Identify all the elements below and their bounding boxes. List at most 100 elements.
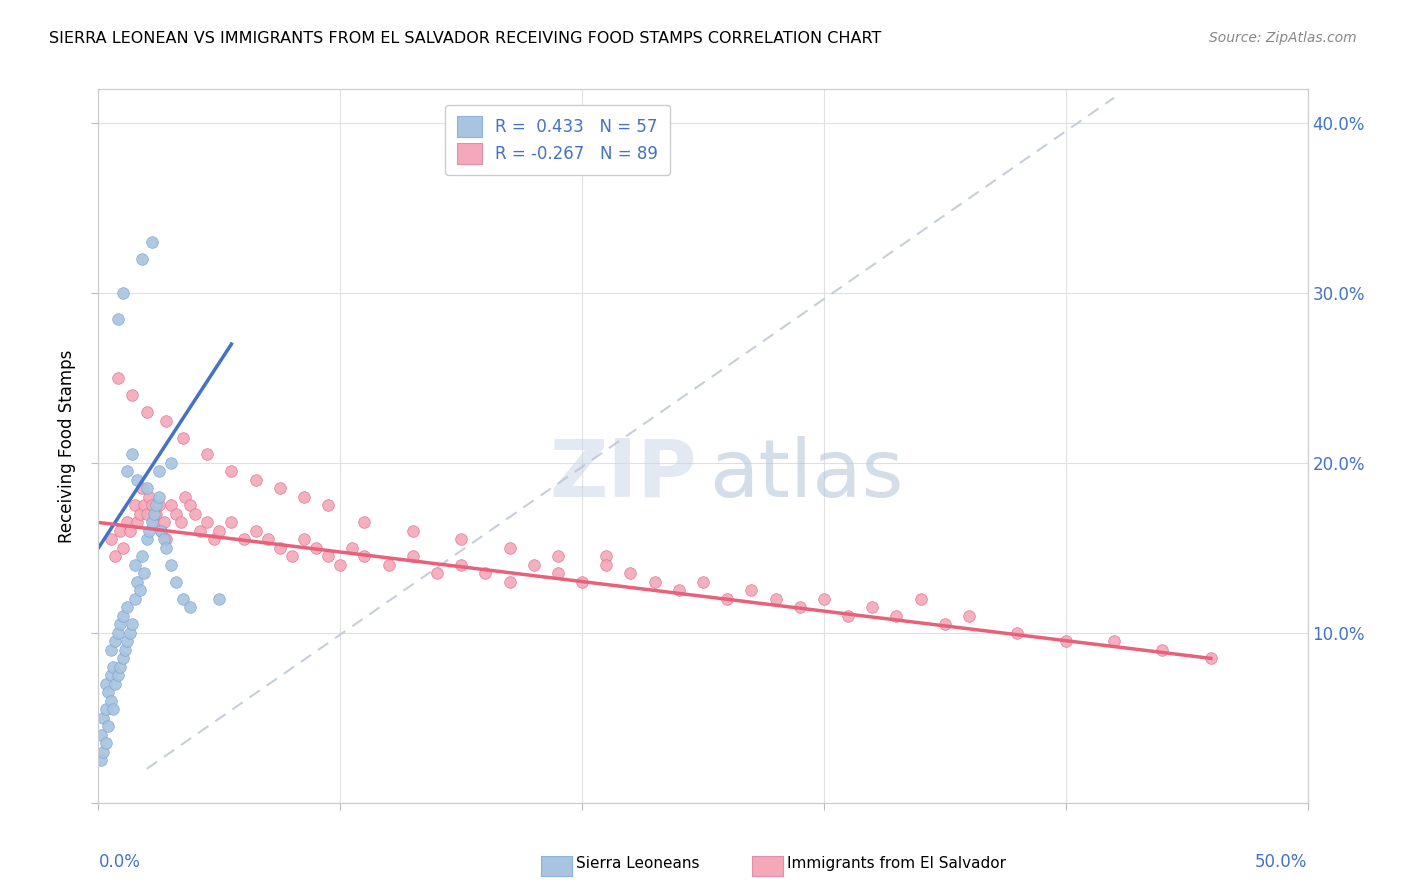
- Point: [101, 702, 124, 716]
- Point: [141, 516, 163, 530]
- Point: [145, 507, 167, 521]
- Point: [305, 541, 328, 555]
- Point: [117, 465, 139, 479]
- Point: [100, 668, 122, 682]
- Point: [195, 516, 218, 530]
- Point: [127, 473, 149, 487]
- Point: [100, 694, 122, 708]
- Point: [813, 591, 835, 606]
- Point: [148, 490, 170, 504]
- Point: [860, 600, 883, 615]
- Point: [138, 524, 160, 538]
- Point: [91, 745, 114, 759]
- Text: 50.0%: 50.0%: [1256, 853, 1308, 871]
- Point: [174, 490, 197, 504]
- Point: [135, 405, 157, 419]
- Point: [692, 574, 714, 589]
- Point: [595, 558, 617, 572]
- Point: [124, 558, 146, 572]
- Point: [179, 499, 201, 513]
- Point: [152, 516, 174, 530]
- Point: [292, 533, 315, 547]
- Point: [131, 549, 153, 564]
- Point: [111, 541, 134, 555]
- Point: [134, 566, 156, 581]
- Point: [128, 583, 150, 598]
- Text: Sierra Leoneans: Sierra Leoneans: [576, 856, 700, 871]
- Point: [256, 533, 278, 547]
- Point: [195, 448, 218, 462]
- Point: [97, 719, 120, 733]
- Point: [135, 507, 157, 521]
- Point: [121, 388, 143, 402]
- Point: [90, 728, 112, 742]
- Point: [208, 524, 231, 538]
- Point: [118, 626, 141, 640]
- Point: [107, 668, 129, 682]
- Point: [111, 286, 134, 301]
- Point: [143, 507, 166, 521]
- Point: [316, 549, 339, 564]
- Point: [208, 591, 231, 606]
- Point: [269, 482, 291, 496]
- Point: [94, 736, 117, 750]
- Text: Source: ZipAtlas.com: Source: ZipAtlas.com: [1209, 31, 1357, 45]
- Point: [1199, 651, 1222, 665]
- Legend: R =  0.433   N = 57, R = -0.267   N = 89: R = 0.433 N = 57, R = -0.267 N = 89: [446, 104, 669, 176]
- Point: [127, 574, 149, 589]
- Point: [595, 549, 617, 564]
- Point: [131, 252, 153, 266]
- Point: [127, 516, 149, 530]
- Point: [165, 507, 187, 521]
- Point: [837, 608, 859, 623]
- Point: [135, 482, 157, 496]
- Point: [160, 456, 183, 470]
- Point: [124, 591, 146, 606]
- Point: [118, 524, 141, 538]
- Text: Immigrants from El Salvador: Immigrants from El Salvador: [787, 856, 1007, 871]
- Point: [547, 549, 569, 564]
- Point: [1152, 643, 1174, 657]
- Point: [740, 583, 762, 598]
- Point: [117, 516, 139, 530]
- Text: SIERRA LEONEAN VS IMMIGRANTS FROM EL SALVADOR RECEIVING FOOD STAMPS CORRELATION : SIERRA LEONEAN VS IMMIGRANTS FROM EL SAL…: [49, 31, 882, 46]
- Point: [169, 516, 191, 530]
- Point: [165, 574, 187, 589]
- Point: [160, 499, 183, 513]
- Point: [108, 617, 131, 632]
- Point: [145, 499, 167, 513]
- Point: [765, 591, 787, 606]
- Point: [179, 600, 201, 615]
- Point: [150, 524, 173, 538]
- Point: [450, 558, 472, 572]
- Point: [269, 541, 291, 555]
- Point: [204, 533, 226, 547]
- Point: [910, 591, 932, 606]
- Y-axis label: Receiving Food Stamps: Receiving Food Stamps: [58, 350, 76, 542]
- Point: [148, 465, 170, 479]
- Point: [155, 541, 177, 555]
- Point: [128, 507, 150, 521]
- Point: [498, 541, 520, 555]
- Point: [232, 533, 254, 547]
- Point: [789, 600, 811, 615]
- Point: [107, 626, 129, 640]
- Point: [152, 533, 174, 547]
- Point: [135, 533, 157, 547]
- Point: [111, 651, 134, 665]
- Point: [94, 677, 117, 691]
- Point: [104, 634, 127, 648]
- Point: [523, 558, 546, 572]
- Point: [329, 558, 352, 572]
- Point: [107, 371, 129, 385]
- Point: [619, 566, 641, 581]
- Point: [474, 566, 496, 581]
- Point: [426, 566, 449, 581]
- Point: [121, 448, 143, 462]
- Point: [342, 541, 364, 555]
- Point: [155, 533, 177, 547]
- Point: [172, 430, 194, 444]
- Point: [547, 566, 569, 581]
- Point: [100, 533, 122, 547]
- Point: [117, 600, 139, 615]
